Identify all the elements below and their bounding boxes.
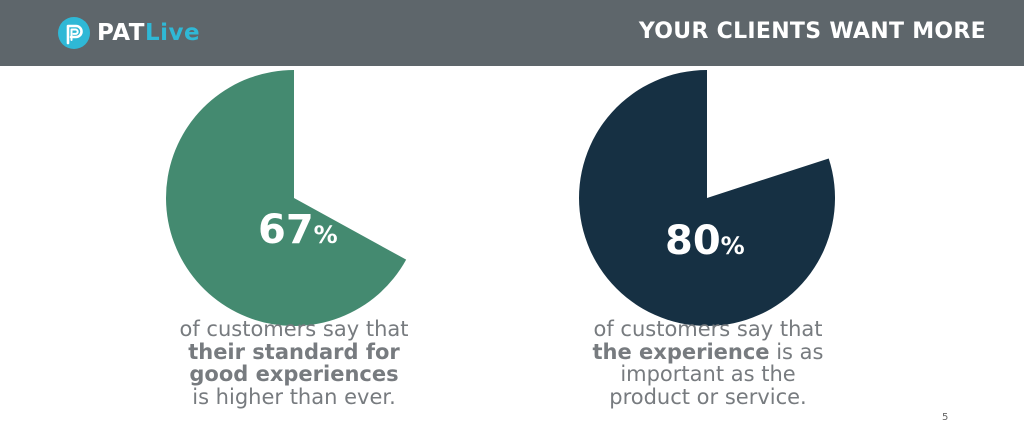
- caption-80-line-4: product or service.: [609, 384, 807, 409]
- caption-67-line-1: of customers say that: [179, 317, 409, 341]
- percent-sign-67: %: [313, 221, 338, 249]
- percent-sign-80: %: [720, 232, 745, 260]
- patlive-logo-icon: [58, 17, 90, 49]
- caption-67-line-4: is higher than ever.: [192, 384, 396, 409]
- caption-80-line-1: of customers say that: [593, 317, 823, 341]
- caption-67-line-2: their standard for: [188, 339, 400, 364]
- header-bar: PATLive YOUR CLIENTS WANT MORE: [0, 0, 1024, 66]
- logo-text-pat: PAT: [97, 20, 145, 46]
- percent-value-80: 80: [665, 218, 721, 264]
- page-title: YOUR CLIENTS WANT MORE: [638, 19, 986, 44]
- pie-slice-67: [166, 70, 407, 326]
- pie-slice-80: [579, 70, 835, 326]
- percent-label-67: 67%: [258, 207, 338, 253]
- logo-wordmark: PATLive: [97, 20, 200, 46]
- logo-text-live: Live: [144, 20, 201, 46]
- caption-80: of customers say that the experience is …: [548, 318, 868, 408]
- caption-67: of customers say that their standard for…: [134, 318, 454, 408]
- percent-value-67: 67: [258, 207, 314, 253]
- percent-label-80: 80%: [665, 218, 745, 264]
- pie-chart-80: [579, 70, 835, 326]
- caption-67-line-3: good experiences: [189, 362, 399, 386]
- caption-80-line-2-rest: is as: [769, 339, 824, 364]
- caption-80-line-3: important as the: [620, 362, 796, 386]
- page-number: 5: [942, 412, 949, 423]
- pie-chart-67: [166, 70, 407, 326]
- caption-80-line-2-bold: the experience: [592, 339, 770, 364]
- patlive-logo[interactable]: PATLive: [57, 15, 200, 51]
